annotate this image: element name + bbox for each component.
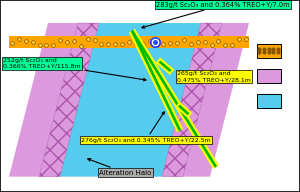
Text: 276g/t Sc₂O₃ and 0.345% TREO+Y/22.5m: 276g/t Sc₂O₃ and 0.345% TREO+Y/22.5m <box>81 112 211 143</box>
Text: 283g/t Sc₂O₃ and 0.364% TREO+Y/7.0m: 283g/t Sc₂O₃ and 0.364% TREO+Y/7.0m <box>142 2 290 28</box>
Polygon shape <box>183 23 249 177</box>
FancyBboxPatch shape <box>256 44 280 58</box>
FancyBboxPatch shape <box>256 69 280 83</box>
Polygon shape <box>39 23 99 177</box>
Text: 252g/t Sc₂O₃ and
0.366% TREO+Y/115.8m: 252g/t Sc₂O₃ and 0.366% TREO+Y/115.8m <box>3 58 146 81</box>
FancyBboxPatch shape <box>256 94 280 108</box>
Text: 265g/t Sc₂O₃ and
0.475% TREO+Y/28.1m: 265g/t Sc₂O₃ and 0.475% TREO+Y/28.1m <box>177 71 251 82</box>
Polygon shape <box>9 23 78 177</box>
Polygon shape <box>9 36 249 48</box>
Polygon shape <box>60 23 201 177</box>
Text: Alteration Halo: Alteration Halo <box>88 159 152 176</box>
Polygon shape <box>162 23 222 177</box>
